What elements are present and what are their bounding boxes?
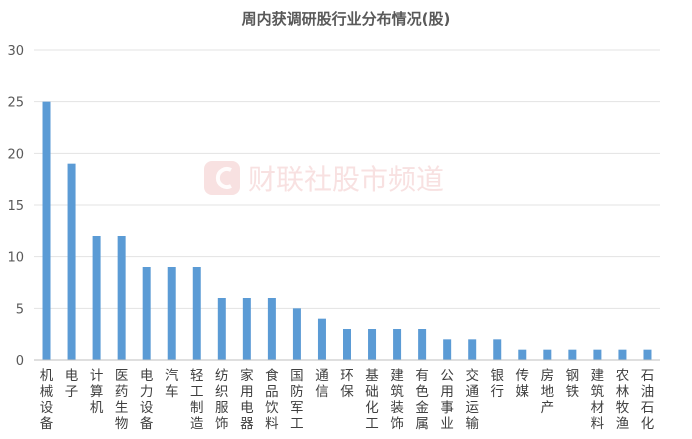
bar-传媒	[518, 349, 527, 360]
gridlines	[34, 49, 660, 309]
x-category-label: 有色金属	[415, 368, 429, 432]
x-category-label: 国防军工	[290, 368, 304, 432]
bar-银行	[493, 339, 502, 360]
bar-计算机	[92, 236, 101, 360]
bar-食品饮料	[267, 298, 276, 360]
x-category-label: 农林牧渔	[616, 368, 630, 432]
x-category-label: 建筑装饰	[390, 368, 404, 432]
chart-title: 周内获调研股行业分布情况(股)	[242, 10, 451, 28]
bar-建筑装饰	[393, 329, 402, 360]
x-category-label: 机械设备	[40, 368, 54, 432]
bar-环保	[343, 329, 351, 360]
x-category-label: 环保	[340, 368, 354, 400]
x-category-label: 石油石化	[641, 368, 655, 432]
bar-机械设备	[42, 101, 51, 361]
bar-医药生物	[117, 236, 126, 360]
x-category-label: 轻工制造	[190, 368, 204, 432]
x-category-label: 基础化工	[365, 367, 379, 432]
bar-纺织服饰	[217, 298, 226, 360]
bar-钢铁	[568, 349, 577, 360]
bar-基础化工	[368, 329, 377, 360]
x-category-label: 纺织服饰	[215, 368, 229, 432]
x-category-label: 钢铁	[566, 368, 580, 400]
x-category-label: 房地产	[541, 368, 555, 416]
bar-通信	[317, 318, 326, 360]
x-category-label: 医药生物	[115, 368, 129, 432]
bar-农林牧渔	[618, 349, 627, 360]
y-tick-label: 15	[7, 199, 24, 214]
bar-汽车	[167, 267, 176, 360]
bar-房地产	[543, 349, 552, 360]
x-category-label: 银行	[490, 368, 504, 400]
bar-公用事业	[443, 339, 452, 360]
bar-石油石化	[643, 349, 652, 360]
x-category-label: 交通运输	[465, 367, 479, 432]
x-category-label: 汽车	[165, 368, 179, 400]
bar-有色金属	[418, 329, 427, 360]
x-category-label: 公用事业	[440, 368, 454, 432]
x-category-label: 电力设备	[140, 368, 154, 432]
bar-电子	[67, 163, 76, 360]
y-tick-label: 5	[16, 302, 24, 317]
y-tick-label: 0	[16, 354, 24, 369]
x-category-label: 家用电器	[240, 367, 254, 432]
y-tick-label: 10	[7, 251, 24, 266]
x-axis-categories: 机械设备电子计算机医药生物电力设备汽车轻工制造纺织服饰家用电器食品饮料国防军工通…	[40, 367, 654, 432]
x-category-label: 传媒	[516, 368, 530, 400]
watermark: 财联社股市频道	[204, 161, 444, 196]
bar-家用电器	[242, 298, 251, 360]
x-category-label: 通信	[315, 368, 329, 400]
y-axis-ticks: 0 5 10 15 20 25 30	[7, 44, 24, 369]
y-tick-label: 30	[7, 44, 24, 59]
y-tick-label: 20	[7, 147, 24, 162]
bar-交通运输	[468, 339, 477, 360]
bar-轻工制造	[192, 267, 201, 360]
bar-国防军工	[292, 308, 301, 360]
x-category-label: 食品饮料	[265, 367, 279, 432]
bar-电力设备	[142, 267, 151, 360]
cailian-logo-icon	[204, 161, 240, 195]
x-category-label: 建筑材料	[591, 368, 605, 432]
y-tick-label: 25	[7, 96, 24, 111]
x-category-label: 电子	[65, 368, 79, 400]
bar-建筑材料	[593, 349, 602, 360]
bars	[42, 101, 652, 361]
x-category-label: 计算机	[90, 368, 104, 416]
watermark-text: 财联社股市频道	[248, 163, 444, 196]
